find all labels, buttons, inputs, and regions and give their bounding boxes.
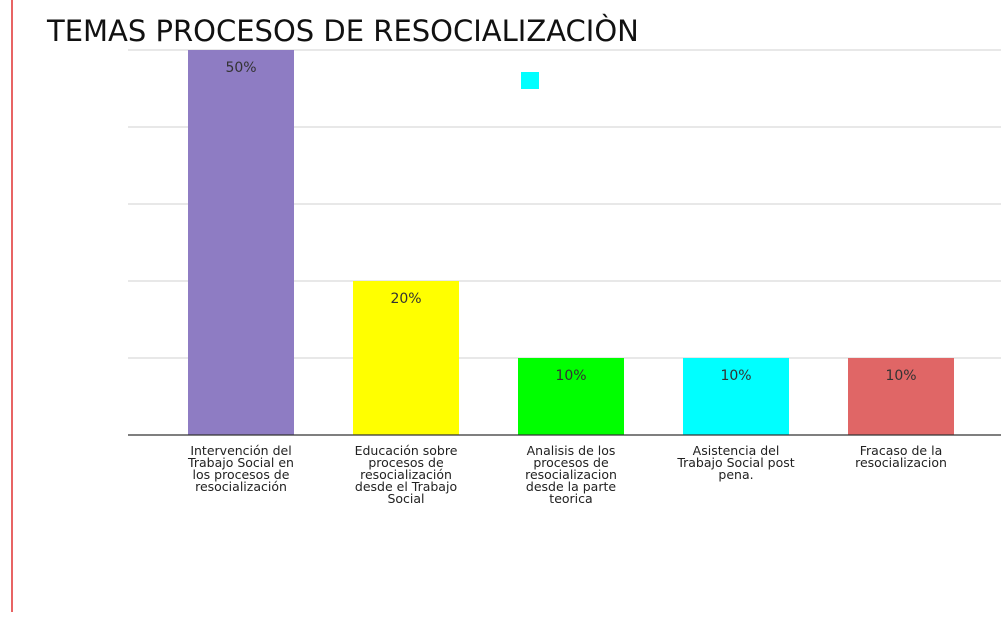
- legend-swatch: [521, 72, 539, 89]
- bar: [848, 358, 954, 435]
- bar: [188, 50, 294, 435]
- bar: [518, 358, 624, 435]
- x-tick-label: Asistencia del Trabajo Social post pena.: [677, 443, 795, 482]
- data-label: 10%: [885, 368, 916, 384]
- data-label: 50%: [225, 60, 256, 76]
- chart-title: TEMAS PROCESOS DE RESOCIALIZACIÒN: [46, 14, 639, 48]
- bar: [683, 358, 789, 435]
- data-label: 20%: [390, 291, 421, 307]
- bar: [353, 281, 459, 435]
- x-tick-label: Analisis de los procesos de resocializac…: [525, 443, 617, 506]
- data-label: 10%: [720, 368, 751, 384]
- data-label: 10%: [555, 368, 586, 384]
- x-tick-label: Educación sobre procesos de resocializac…: [354, 443, 458, 506]
- x-tick-label: Intervención del Trabajo Social en los p…: [188, 443, 294, 494]
- x-tick-label: Fracaso de la resocializacion: [855, 443, 947, 470]
